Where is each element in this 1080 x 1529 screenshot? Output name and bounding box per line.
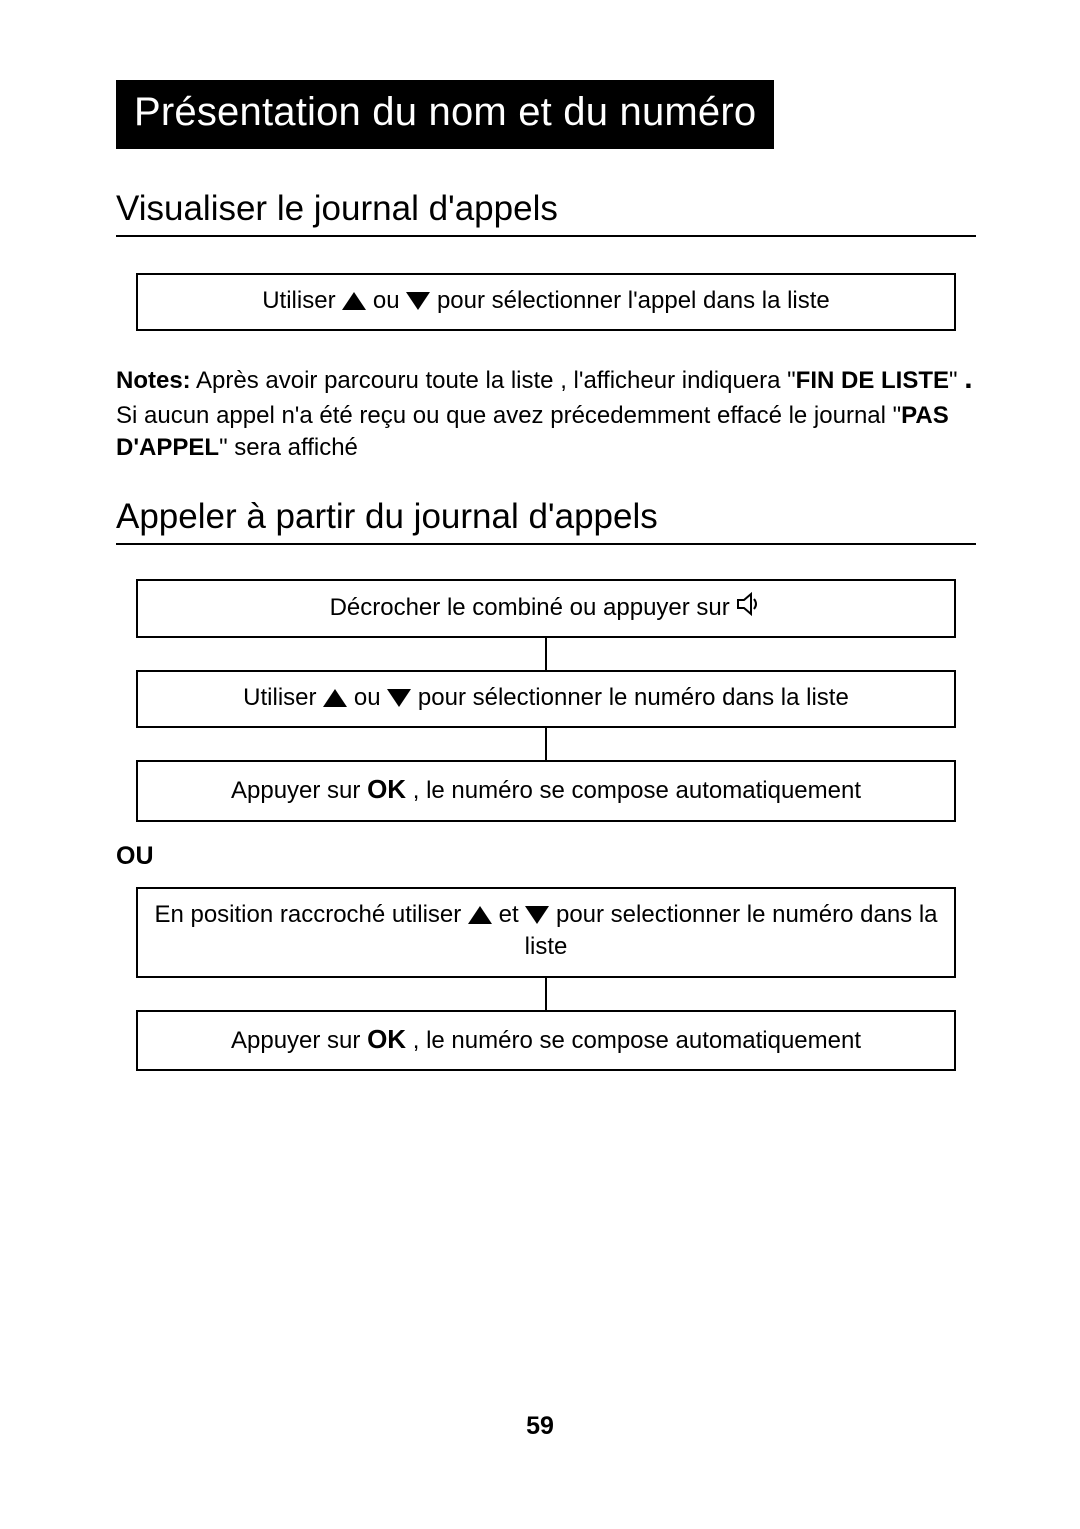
triangle-up-icon (342, 285, 366, 317)
step-box: Appuyer sur OK , le numéro se compose au… (136, 1010, 956, 1071)
notes-text: " sera affiché (219, 434, 358, 461)
step-text: pour selectionner le numéro dans la list… (525, 901, 938, 960)
step-text: Appuyer sur (231, 1027, 367, 1054)
step-box: Utiliser ou pour sélectionner le numéro … (136, 670, 956, 728)
step-text: pour sélectionner le numéro dans la list… (418, 684, 849, 711)
notes-text: " (949, 367, 964, 394)
notes-text: Après avoir parcouru toute la liste , l'… (191, 367, 796, 394)
notes-bold: FIN DE LISTE (796, 367, 949, 394)
triangle-down-icon (387, 682, 411, 714)
step-box: Appuyer sur OK , le numéro se compose au… (136, 760, 956, 821)
triangle-down-icon (406, 285, 430, 317)
triangle-up-icon (323, 682, 347, 714)
or-label: OU (116, 842, 976, 871)
step-box: Utiliser ou pour sélectionner l'appel da… (136, 273, 956, 331)
flow-connector (545, 978, 547, 1010)
notes-period: . (964, 362, 972, 395)
step-text: ou (354, 684, 387, 711)
notes-paragraph: Notes: Après avoir parcouru toute la lis… (116, 359, 976, 464)
banner-title: Présentation du nom et du numéro (134, 90, 756, 134)
flow-connector (545, 728, 547, 760)
section-heading-call-from-log: Appeler à partir du journal d'appels (116, 497, 976, 545)
page-banner: Présentation du nom et du numéro (116, 80, 774, 149)
step-text: Utiliser (262, 287, 342, 314)
step-text: Appuyer sur (231, 777, 367, 804)
page-number: 59 (0, 1412, 1080, 1441)
step-text: ou (373, 287, 406, 314)
step-box: En position raccroché utiliser et pour s… (136, 887, 956, 978)
step-box: Décrocher le combiné ou appuyer sur (136, 579, 956, 638)
notes-label: Notes: (116, 367, 191, 394)
steps-group-1: Utiliser ou pour sélectionner l'appel da… (116, 273, 976, 331)
manual-page: Présentation du nom et du numéro Visuali… (0, 0, 1080, 1071)
triangle-up-icon (468, 899, 492, 931)
step-text: , le numéro se compose automatiquement (413, 777, 861, 804)
steps-group-2a: Décrocher le combiné ou appuyer sur Util… (116, 579, 976, 822)
step-text: Décrocher le combiné ou appuyer sur (330, 594, 737, 621)
step-text: , le numéro se compose automatiquement (413, 1027, 861, 1054)
flow-connector (545, 638, 547, 670)
ok-key: OK (367, 774, 406, 804)
step-text: Utiliser (243, 684, 323, 711)
step-text: En position raccroché utiliser (154, 901, 467, 928)
step-text: et (499, 901, 526, 928)
ok-key: OK (367, 1024, 406, 1054)
speaker-icon (736, 591, 762, 624)
triangle-down-icon (525, 899, 549, 931)
steps-group-2b: En position raccroché utiliser et pour s… (116, 887, 976, 1071)
notes-text: Si aucun appel n'a été reçu ou que avez … (116, 402, 901, 429)
step-text: pour sélectionner l'appel dans la liste (437, 287, 830, 314)
section-heading-view-log: Visualiser le journal d'appels (116, 189, 976, 237)
